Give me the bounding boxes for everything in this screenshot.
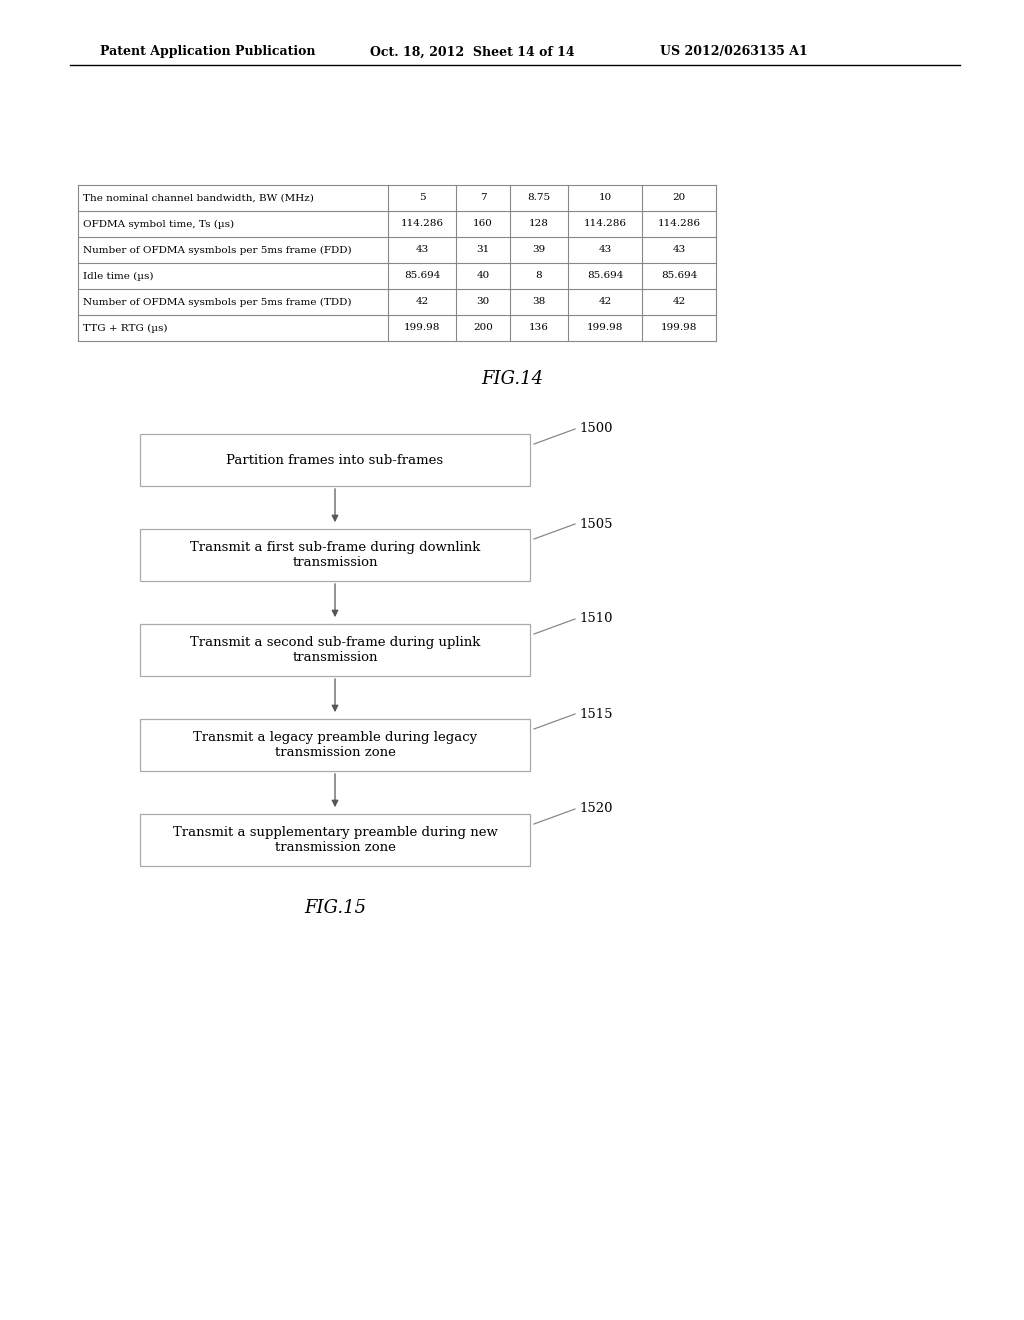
Text: Partition frames into sub-frames: Partition frames into sub-frames [226,454,443,466]
Text: Number of OFDMA sysmbols per 5ms frame (FDD): Number of OFDMA sysmbols per 5ms frame (… [83,246,351,255]
FancyBboxPatch shape [140,719,530,771]
Text: 1515: 1515 [579,708,612,721]
Text: 160: 160 [473,219,493,228]
Text: 1510: 1510 [579,612,612,626]
Text: Transmit a first sub-frame during downlink
transmission: Transmit a first sub-frame during downli… [189,541,480,569]
Text: 42: 42 [416,297,429,306]
Text: 114.286: 114.286 [657,219,700,228]
Text: 43: 43 [673,246,686,255]
Text: FIG.14: FIG.14 [481,370,543,388]
Text: 7: 7 [479,194,486,202]
Text: 1505: 1505 [579,517,612,531]
Text: 199.98: 199.98 [403,323,440,333]
Text: 199.98: 199.98 [587,323,624,333]
FancyBboxPatch shape [140,529,530,581]
Text: FIG.15: FIG.15 [304,899,366,917]
Text: 85.694: 85.694 [587,272,624,281]
Text: 136: 136 [529,323,549,333]
Text: 43: 43 [416,246,429,255]
Text: 5: 5 [419,194,425,202]
Text: 85.694: 85.694 [403,272,440,281]
Text: 42: 42 [598,297,611,306]
Text: Patent Application Publication: Patent Application Publication [100,45,315,58]
Text: 85.694: 85.694 [660,272,697,281]
Text: 39: 39 [532,246,546,255]
Text: Transmit a supplementary preamble during new
transmission zone: Transmit a supplementary preamble during… [173,826,498,854]
Text: 8: 8 [536,272,543,281]
Text: 114.286: 114.286 [584,219,627,228]
Text: Transmit a legacy preamble during legacy
transmission zone: Transmit a legacy preamble during legacy… [193,731,477,759]
Text: 8.75: 8.75 [527,194,551,202]
Text: 31: 31 [476,246,489,255]
FancyBboxPatch shape [140,434,530,486]
Text: TTG + RTG (µs): TTG + RTG (µs) [83,323,168,333]
Text: 199.98: 199.98 [660,323,697,333]
Text: Number of OFDMA sysmbols per 5ms frame (TDD): Number of OFDMA sysmbols per 5ms frame (… [83,297,351,306]
Text: 200: 200 [473,323,493,333]
Text: OFDMA symbol time, Ts (µs): OFDMA symbol time, Ts (µs) [83,219,234,228]
Text: 114.286: 114.286 [400,219,443,228]
Text: 40: 40 [476,272,489,281]
Text: 30: 30 [476,297,489,306]
Text: 1520: 1520 [579,803,612,816]
Text: 43: 43 [598,246,611,255]
FancyBboxPatch shape [140,814,530,866]
Text: The nominal channel bandwidth, BW (MHz): The nominal channel bandwidth, BW (MHz) [83,194,314,202]
Text: US 2012/0263135 A1: US 2012/0263135 A1 [660,45,808,58]
Text: 128: 128 [529,219,549,228]
Text: Idle time (µs): Idle time (µs) [83,272,154,281]
Text: 20: 20 [673,194,686,202]
Text: Transmit a second sub-frame during uplink
transmission: Transmit a second sub-frame during uplin… [189,636,480,664]
Text: 10: 10 [598,194,611,202]
Text: Oct. 18, 2012  Sheet 14 of 14: Oct. 18, 2012 Sheet 14 of 14 [370,45,574,58]
FancyBboxPatch shape [140,624,530,676]
Text: 38: 38 [532,297,546,306]
Text: 42: 42 [673,297,686,306]
Text: 1500: 1500 [579,422,612,436]
